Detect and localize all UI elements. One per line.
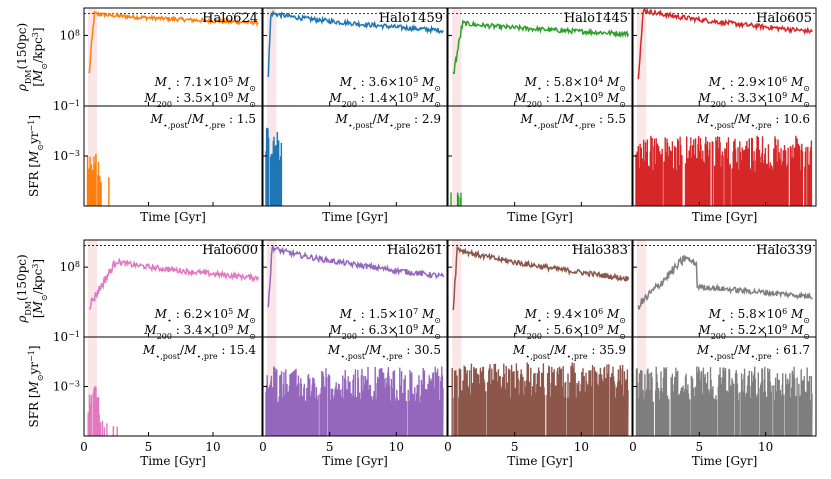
halo-title: Halo383 <box>572 243 628 258</box>
density-line <box>452 18 630 75</box>
sfr-ytick-label: 10−3 <box>53 379 80 394</box>
halo-title: Halo339 <box>756 243 812 258</box>
x-tick-label: 0 <box>629 440 637 454</box>
density-ytick-label: 108 <box>60 260 80 275</box>
x-axis-label: Time [Gyr] <box>322 210 388 224</box>
density-line <box>637 254 813 310</box>
m200-label: M200 : 1.2×109 M⊙ <box>513 91 626 109</box>
reionization-band <box>636 8 647 206</box>
density-y-axis-unit: [M⊙/kpc3] <box>31 259 49 318</box>
m200-label: M200 : 3.4×109 M⊙ <box>143 323 256 341</box>
density-line <box>88 10 259 74</box>
mass-ratio-label: M⋆,post/M⋆,pre : 61.7 <box>696 343 810 361</box>
sfr-bars <box>86 386 259 437</box>
x-axis-label: Time [Gyr] <box>507 210 573 224</box>
sfr-y-axis-label: SFR [M⊙yr−1] <box>27 345 45 427</box>
x-axis-label: Time [Gyr] <box>140 210 206 224</box>
reionization-band <box>636 240 647 436</box>
panel-halo1459: Time [Gyr] Halo1459 M⋆ : 3.6×105 M⊙M200 : … <box>262 7 448 224</box>
x-tick-label: 10 <box>574 440 589 454</box>
mass-ratio-label: M⋆,post/M⋆,pre : 30.5 <box>327 343 441 361</box>
halo-title: Halo624 <box>202 11 258 26</box>
reionization-band <box>87 8 97 206</box>
panel-halo605: Time [Gyr] Halo605 M⋆ : 2.9×106 M⊙M200 : 3… <box>632 7 817 224</box>
density-ytick-label: 10−1 <box>53 99 80 114</box>
sfr-bars <box>450 362 629 437</box>
halo-title: Halo605 <box>756 11 812 26</box>
x-tick-label: 5 <box>326 440 334 454</box>
sfr-bars <box>635 135 813 207</box>
x-tick-label: 5 <box>511 440 519 454</box>
density-ytick-label: 10−1 <box>53 330 80 345</box>
x-tick-label: 10 <box>758 440 773 454</box>
density-y-axis-label: ρDM(150pc) <box>15 254 33 323</box>
reionization-band <box>452 8 462 206</box>
halo-title: Halo1445 <box>564 11 628 26</box>
x-tick-label: 0 <box>80 440 88 454</box>
sfr-y-axis-label: SFR [M⊙yr−1] <box>27 115 45 197</box>
m200-label: M200 : 3.5×109 M⊙ <box>143 91 256 109</box>
x-axis-label: Time [Gyr] <box>140 454 206 468</box>
density-ytick-label: 108 <box>60 28 80 43</box>
panel-halo624: Time [Gyr] Halo624 M⋆ : 7.1×105 M⊙M200 : 3… <box>83 7 263 224</box>
density-line <box>267 245 445 308</box>
halo-title: Halo1459 <box>379 11 443 26</box>
m200-label: M200 : 1.4×109 M⊙ <box>328 91 441 109</box>
mass-ratio-label: M⋆,post/M⋆,pre : 5.5 <box>520 112 626 130</box>
halo-title: Halo261 <box>387 243 443 258</box>
density-line <box>637 7 813 80</box>
x-tick-label: 10 <box>389 440 404 454</box>
halo-title: Halo600 <box>202 243 258 258</box>
mstar-label: M⋆ : 6.2×105 M⊙ <box>154 307 256 325</box>
m200-label: M200 : 5.6×109 M⊙ <box>513 323 626 341</box>
sfr-bars <box>86 153 110 207</box>
mstar-label: M⋆ : 2.9×106 M⊙ <box>708 75 810 93</box>
mstar-label: M⋆ : 7.1×105 M⊙ <box>154 75 256 93</box>
mstar-label: M⋆ : 9.4×106 M⊙ <box>524 307 626 325</box>
density-y-axis-unit: [M⊙/kpc3] <box>31 27 49 86</box>
x-tick-label: 5 <box>145 440 153 454</box>
sfr-bars <box>265 127 283 207</box>
density-line <box>452 246 630 311</box>
panel-halo1445: Time [Gyr] Halo1445 M⋆ : 5.8×104 M⊙M200 : … <box>447 7 633 224</box>
m200-label: M200 : 6.3×109 M⊙ <box>328 323 441 341</box>
reionization-band <box>87 240 97 436</box>
mass-ratio-label: M⋆,post/M⋆,pre : 35.9 <box>512 343 626 361</box>
m200-label: M200 : 3.3×109 M⊙ <box>697 91 810 109</box>
mstar-label: M⋆ : 5.8×106 M⊙ <box>708 307 810 325</box>
mstar-label: M⋆ : 3.6×105 M⊙ <box>339 75 441 93</box>
m200-label: M200 : 5.2×109 M⊙ <box>697 323 810 341</box>
x-tick-label: 5 <box>695 440 703 454</box>
x-tick-label: 10 <box>205 440 220 454</box>
x-tick-label: 0 <box>444 440 452 454</box>
mass-ratio-label: M⋆,post/M⋆,pre : 2.9 <box>335 112 441 130</box>
mass-ratio-label: M⋆,post/M⋆,pre : 15.4 <box>142 343 256 361</box>
sfr-ytick-label: 10−3 <box>53 149 80 164</box>
reionization-band <box>267 240 277 436</box>
reionization-band <box>452 240 462 436</box>
x-axis-label: Time [Gyr] <box>692 454 758 468</box>
density-line <box>267 9 444 78</box>
density-line <box>88 257 260 310</box>
mstar-label: M⋆ : 1.5×107 M⊙ <box>339 307 441 325</box>
sfr-bars <box>635 366 813 437</box>
x-tick-label: 0 <box>259 440 267 454</box>
x-axis-label: Time [Gyr] <box>692 210 758 224</box>
x-axis-label: Time [Gyr] <box>322 454 388 468</box>
mass-ratio-label: M⋆,post/M⋆,pre : 1.5 <box>150 112 256 130</box>
reionization-band <box>267 8 277 206</box>
sfr-bars <box>265 366 444 437</box>
mass-ratio-label: M⋆,post/M⋆,pre : 10.6 <box>696 112 810 130</box>
mstar-label: M⋆ : 5.8×104 M⊙ <box>524 75 626 93</box>
density-y-axis-label: ρDM(150pc) <box>15 23 33 92</box>
x-axis-label: Time [Gyr] <box>507 454 573 468</box>
